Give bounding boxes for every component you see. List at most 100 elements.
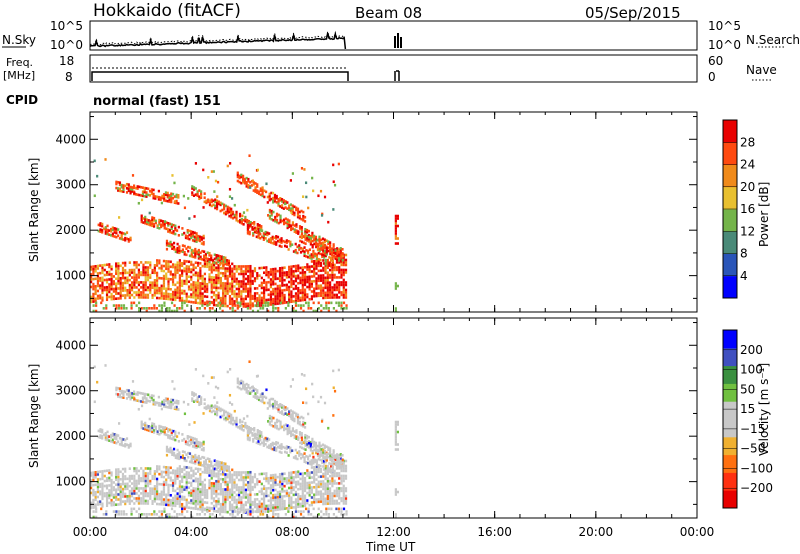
- velocity-cell: [262, 484, 266, 488]
- power-cell: [117, 307, 121, 310]
- velocity-cell: [274, 488, 277, 492]
- power-cell: [169, 240, 172, 244]
- power-cell: [197, 257, 200, 260]
- power-cell: [267, 293, 270, 297]
- power-cell: [158, 227, 161, 230]
- velocity-cell: [101, 492, 104, 496]
- power-cell: [242, 265, 245, 268]
- velocity-cell: [162, 470, 166, 474]
- power-cell: [167, 282, 170, 286]
- velocity-cell: [339, 453, 342, 456]
- power-cell: [196, 281, 200, 285]
- velocity-cell: [311, 449, 314, 453]
- velocity-cell: [99, 485, 102, 488]
- power-cell: [242, 223, 245, 226]
- velocity-cell: [288, 410, 291, 413]
- velocity-cell: [192, 461, 195, 465]
- power-cell: [142, 273, 145, 277]
- power-cell: [162, 279, 166, 283]
- power-cell: [167, 244, 170, 247]
- velocity-cell: [339, 461, 343, 465]
- power-cell: [294, 294, 298, 298]
- velocity-cell: [335, 499, 339, 503]
- power-cell: [285, 283, 288, 287]
- velocity-cell: [191, 391, 194, 394]
- velocity-cell: [268, 404, 271, 408]
- power-cell: [177, 225, 180, 229]
- power-cell: [194, 251, 197, 255]
- velocity-cell: [110, 471, 113, 474]
- power-cell: [330, 301, 333, 305]
- velocity-cell: [298, 420, 301, 424]
- velocity-cell: [160, 493, 163, 496]
- velocity-cell: [272, 486, 275, 490]
- velocity-cell: [198, 395, 201, 398]
- power-cell: [186, 231, 189, 234]
- velocity-cell: [317, 485, 320, 489]
- power-cell: [178, 249, 181, 253]
- power-cell: [158, 261, 161, 265]
- velocity-cell: [309, 446, 312, 450]
- power-cell: [105, 290, 109, 294]
- velocity-cell: [201, 483, 204, 486]
- velocity-cell: [270, 424, 273, 427]
- velocity-cell: [165, 449, 169, 453]
- velocity-cell: [178, 457, 181, 461]
- power-cell: [315, 262, 318, 265]
- power-cell: [256, 301, 260, 305]
- power-cell: [176, 296, 179, 299]
- velocity-cell: [151, 492, 154, 496]
- velocity-cell: [158, 515, 161, 519]
- power-cell: [208, 275, 211, 279]
- velocity-cell: [302, 420, 305, 424]
- velocity-cell: [329, 454, 332, 458]
- power-cell: [210, 200, 213, 204]
- power-cell: [140, 291, 143, 294]
- velocity-cell: [235, 416, 238, 420]
- power-cell: [186, 235, 189, 238]
- velocity-cell: [174, 502, 177, 505]
- power-cell: [303, 220, 307, 223]
- velocity-cell: [301, 482, 304, 485]
- velocity-cell: [122, 396, 125, 399]
- power-cell: [262, 278, 266, 282]
- power-cell: [251, 294, 254, 298]
- velocity-cell: [223, 411, 226, 415]
- velocity-cell: [269, 484, 273, 487]
- power-cell: [256, 185, 259, 188]
- power-cell: [158, 286, 161, 290]
- power-cell: [286, 218, 289, 222]
- power-cell: [153, 284, 156, 287]
- power-cell: [178, 291, 181, 295]
- power-cell: [125, 191, 129, 194]
- velocity-cell: [295, 437, 298, 440]
- colorbar-swatch: [723, 120, 737, 143]
- velocity-cell: [162, 483, 166, 486]
- power-cell: [156, 261, 159, 265]
- velocity-cell: [210, 474, 213, 478]
- power-cell: [294, 264, 298, 268]
- velocity-cell: [274, 481, 277, 484]
- velocity-cell: [245, 388, 248, 392]
- power-cell: [303, 252, 306, 256]
- velocity-cell: [292, 515, 295, 519]
- velocity-cell: [318, 441, 321, 445]
- power-cell: [215, 258, 218, 261]
- velocity-cell: [205, 405, 208, 409]
- power-cell: [169, 242, 172, 246]
- power-cell: [322, 243, 325, 246]
- velocity-cell: [109, 433, 113, 437]
- power-cell: [142, 286, 145, 289]
- velocity-cell: [203, 501, 207, 504]
- power-cell: [174, 268, 177, 272]
- power-cell: [313, 294, 316, 298]
- power-cell: [135, 278, 138, 282]
- power-cell: [134, 193, 137, 196]
- power-cell: [301, 268, 304, 272]
- velocity-cell: [251, 503, 254, 506]
- velocity-cell: [288, 496, 291, 500]
- velocity-cell: [283, 479, 286, 483]
- velocity-cell: [273, 448, 276, 452]
- power-cell: [231, 297, 234, 301]
- velocity-cell: [117, 483, 120, 486]
